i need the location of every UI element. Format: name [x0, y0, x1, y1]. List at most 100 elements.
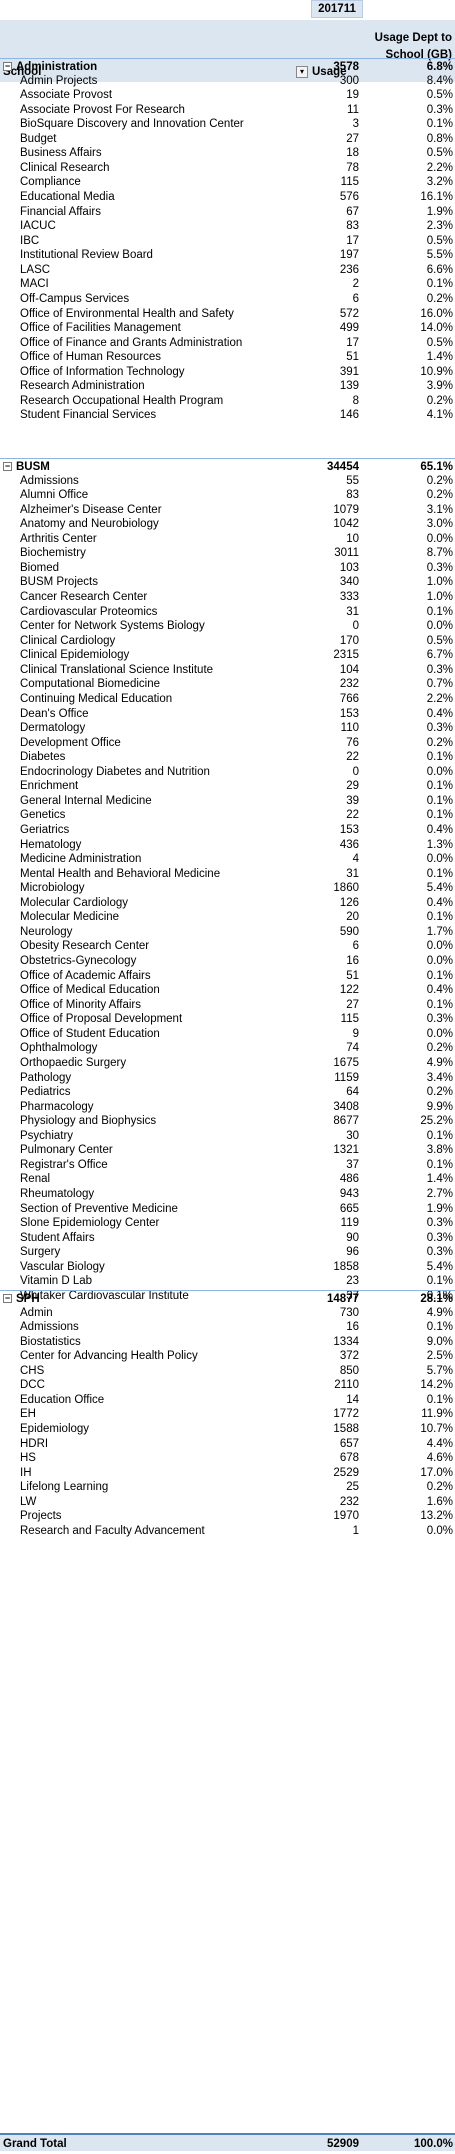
department-usage: 436: [339, 838, 359, 851]
department-usage: 16: [346, 955, 359, 968]
department-pct: 0.7%: [426, 678, 453, 691]
department-pct: 0.3%: [426, 722, 453, 735]
department-usage: 2529: [333, 1466, 359, 1479]
filter-dropdown-icon[interactable]: ▾: [296, 66, 308, 78]
department-usage: 90: [346, 1231, 359, 1244]
department-name: Budget: [20, 132, 57, 145]
department-usage: 486: [339, 1173, 359, 1186]
department-name: DCC: [20, 1379, 45, 1392]
department-row: Obstetrics-Gynecology 16 0.0%: [0, 953, 455, 969]
department-pct: 4.9%: [426, 1306, 453, 1319]
school-pct: 65.1%: [420, 461, 453, 473]
department-pct: 0.3%: [426, 561, 453, 574]
department-pct: 0.1%: [426, 998, 453, 1011]
department-name: Office of Facilities Management: [20, 322, 181, 335]
department-pct: 0.3%: [426, 1246, 453, 1259]
department-usage: 25: [346, 1481, 359, 1494]
department-pct: 1.9%: [426, 1202, 453, 1215]
department-row: Pediatrics 64 0.2%: [0, 1084, 455, 1100]
minus-box-icon[interactable]: −: [3, 461, 12, 471]
department-name: Continuing Medical Education: [20, 692, 173, 705]
department-row: Office of Environmental Health and Safet…: [0, 306, 455, 322]
school-name: Administration: [16, 61, 98, 73]
department-pct: 3.9%: [426, 380, 453, 393]
department-row: Surgery 96 0.3%: [0, 1244, 455, 1260]
department-row: Off-Campus Services 6 0.2%: [0, 291, 455, 307]
department-row: Neurology 590 1.7%: [0, 924, 455, 940]
department-row: Psychiatry 30 0.1%: [0, 1128, 455, 1144]
department-pct: 0.5%: [426, 634, 453, 647]
department-pct: 3.8%: [426, 1144, 453, 1157]
department-usage: 76: [346, 736, 359, 749]
period-header[interactable]: 201711: [311, 0, 363, 18]
department-name: Epidemiology: [20, 1423, 90, 1436]
department-row: IH 2529 17.0%: [0, 1465, 455, 1481]
minus-box-icon[interactable]: −: [3, 61, 12, 71]
department-name: Rheumatology: [20, 1188, 95, 1200]
department-name: Biomed: [20, 561, 59, 574]
department-row: Microbiology 1860 5.4%: [0, 880, 455, 896]
department-row: Diabetes 22 0.1%: [0, 749, 455, 765]
department-pct: 0.2%: [426, 292, 453, 305]
department-pct: 0.1%: [426, 1393, 453, 1406]
department-usage: 126: [339, 896, 359, 909]
department-row: Molecular Medicine 20 0.1%: [0, 909, 455, 925]
department-usage: 372: [339, 1350, 359, 1363]
minus-box-icon[interactable]: −: [3, 1293, 12, 1303]
department-name: Hematology: [20, 838, 82, 851]
department-row: Slone Epidemiology Center 119 0.3%: [0, 1215, 455, 1231]
department-name: Office of Environmental Health and Safet…: [20, 307, 234, 320]
department-row: Office of Human Resources 51 1.4%: [0, 349, 455, 365]
department-usage: 1858: [333, 1260, 359, 1273]
department-name: Education Office: [20, 1393, 105, 1406]
department-usage: 665: [339, 1202, 359, 1215]
department-usage: 8: [352, 394, 359, 407]
department-usage: 1: [352, 1524, 359, 1537]
department-row: CHS 850 5.7%: [0, 1363, 455, 1379]
department-name: BioSquare Discovery and Innovation Cente…: [20, 118, 244, 131]
department-row: Budget 27 0.8%: [0, 131, 455, 147]
department-row: Biomed 103 0.3%: [0, 560, 455, 576]
department-usage: 8677: [333, 1115, 359, 1128]
department-usage: 51: [346, 351, 359, 364]
department-name: Admin Projects: [20, 74, 98, 87]
department-name: Center for Network Systems Biology: [20, 620, 205, 633]
department-name: Student Financial Services: [20, 409, 157, 422]
department-usage: 6: [352, 292, 359, 305]
department-pct: 1.9%: [426, 205, 453, 218]
department-pct: 14.0%: [420, 322, 453, 335]
department-name: Microbiology: [20, 882, 85, 895]
department-row: Development Office 76 0.2%: [0, 735, 455, 751]
department-pct: 1.7%: [426, 925, 453, 938]
department-pct: 0.0%: [426, 765, 453, 778]
department-name: Neurology: [20, 925, 73, 938]
department-pct: 0.4%: [426, 707, 453, 720]
department-pct: 0.1%: [426, 278, 453, 291]
department-pct: 0.4%: [426, 984, 453, 997]
department-usage: 1334: [333, 1335, 359, 1348]
department-pct: 0.0%: [426, 853, 453, 866]
department-name: Office of Minority Affairs: [20, 998, 142, 1011]
department-usage: 590: [339, 925, 359, 938]
department-pct: 2.7%: [426, 1188, 453, 1200]
department-row: Endocrinology Diabetes and Nutrition 0 0.0…: [0, 764, 455, 780]
department-usage: 943: [339, 1188, 359, 1200]
department-pct: 4.4%: [426, 1437, 453, 1450]
department-pct: 8.4%: [426, 74, 453, 87]
department-pct: 2.2%: [426, 692, 453, 705]
department-pct: 2.2%: [426, 161, 453, 174]
department-pct: 1.4%: [426, 351, 453, 364]
department-pct: 5.5%: [426, 249, 453, 262]
department-row: Renal 486 1.4%: [0, 1171, 455, 1187]
department-pct: 0.1%: [426, 794, 453, 807]
department-usage: 3408: [333, 1100, 359, 1113]
department-name: Slone Epidemiology Center: [20, 1217, 160, 1230]
department-name: Alzheimer's Disease Center: [20, 503, 162, 516]
department-pct: 0.1%: [426, 867, 453, 880]
department-pct: 0.1%: [426, 751, 453, 764]
department-row: Business Affairs 18 0.5%: [0, 145, 455, 161]
department-usage: 197: [339, 249, 359, 262]
department-row: Pharmacology 3408 9.9%: [0, 1099, 455, 1115]
department-pct: 0.0%: [426, 620, 453, 633]
department-pct: 0.5%: [426, 336, 453, 349]
